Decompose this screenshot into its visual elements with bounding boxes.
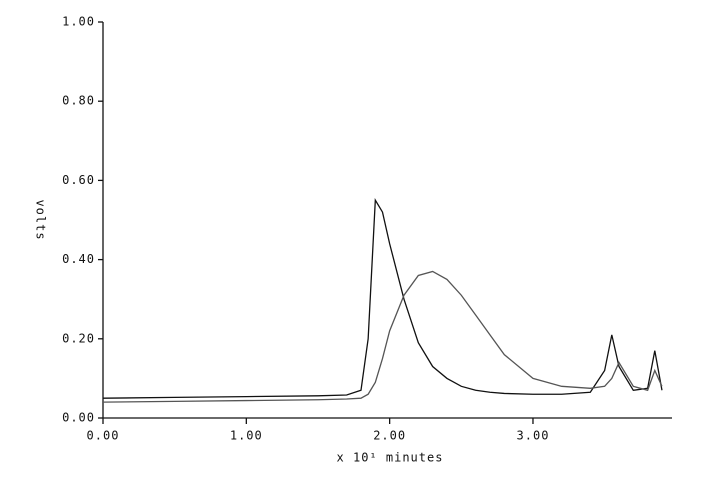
x-tick-label: 3.00 bbox=[517, 429, 550, 443]
y-axis-label: volts bbox=[34, 199, 48, 240]
y-tick-label: 0.40 bbox=[62, 252, 95, 266]
y-tick-label: 0.20 bbox=[62, 331, 95, 345]
y-tick-label: 0.60 bbox=[62, 173, 95, 187]
x-tick-label: 0.00 bbox=[87, 429, 120, 443]
x-axis-label: x 10¹ minutes bbox=[337, 451, 444, 465]
y-tick-label: 1.00 bbox=[62, 15, 95, 29]
x-tick-label: 2.00 bbox=[373, 429, 406, 443]
y-tick-label: 0.80 bbox=[62, 94, 95, 108]
y-tick-label: 0.00 bbox=[62, 411, 95, 425]
x-tick-label: 1.00 bbox=[230, 429, 263, 443]
line bbox=[102, 198, 663, 399]
line bbox=[102, 270, 663, 403]
